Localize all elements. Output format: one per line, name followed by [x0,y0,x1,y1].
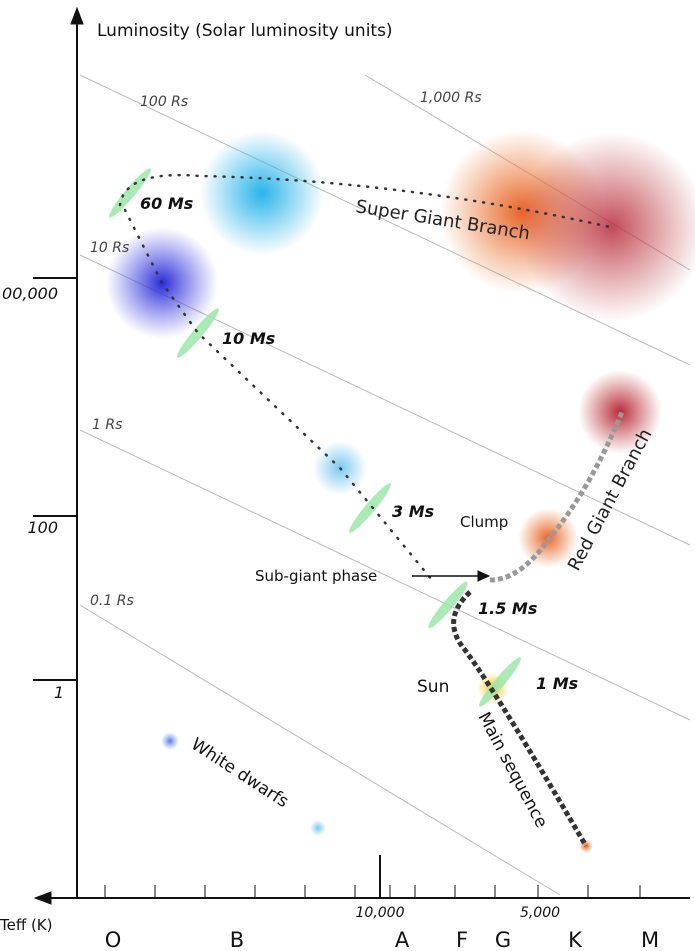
spectral-class: A [395,928,410,951]
spectral-class: G [495,928,511,951]
radius-label: 10 Rs [90,240,129,256]
radius-label: 100 Rs [140,94,188,110]
spectral-class: K [568,928,583,951]
mass-label: 60 Ms [140,194,193,213]
region-label: Sub-giant phase [255,567,377,585]
region-label: Clump [460,513,508,531]
mass-label: 10 Ms [222,329,275,348]
region-label: White dwarfs [187,734,292,812]
y-tick-label: 100,000 [0,284,58,303]
spectral-class: M [641,928,659,951]
mass-label: 1 Ms [536,674,578,693]
y-title: Luminosity (Solar luminosity units) [97,21,393,41]
y-tick-label: 1 [54,683,64,702]
region-label: Main sequence [474,709,552,831]
spectral-class: O [105,928,122,951]
x-tick-label: 5,000 [520,905,560,921]
region-label: Sun [417,677,449,697]
spectral-class: B [230,928,244,951]
mass-label: 3 Ms [392,502,434,521]
x-tick-label: 10,000 [356,905,405,921]
mass-label: 1.5 Ms [478,599,537,618]
x-title: Teff (K) [0,916,53,934]
tracks [118,173,625,848]
y-tick-label: 100 [27,518,58,537]
radius-label: 0.1 Rs [90,593,134,609]
radius-label: 1,000 Rs [420,90,482,106]
axes [33,6,690,905]
spectral-class: F [456,928,468,951]
radius-label: 1 Rs [92,417,122,433]
